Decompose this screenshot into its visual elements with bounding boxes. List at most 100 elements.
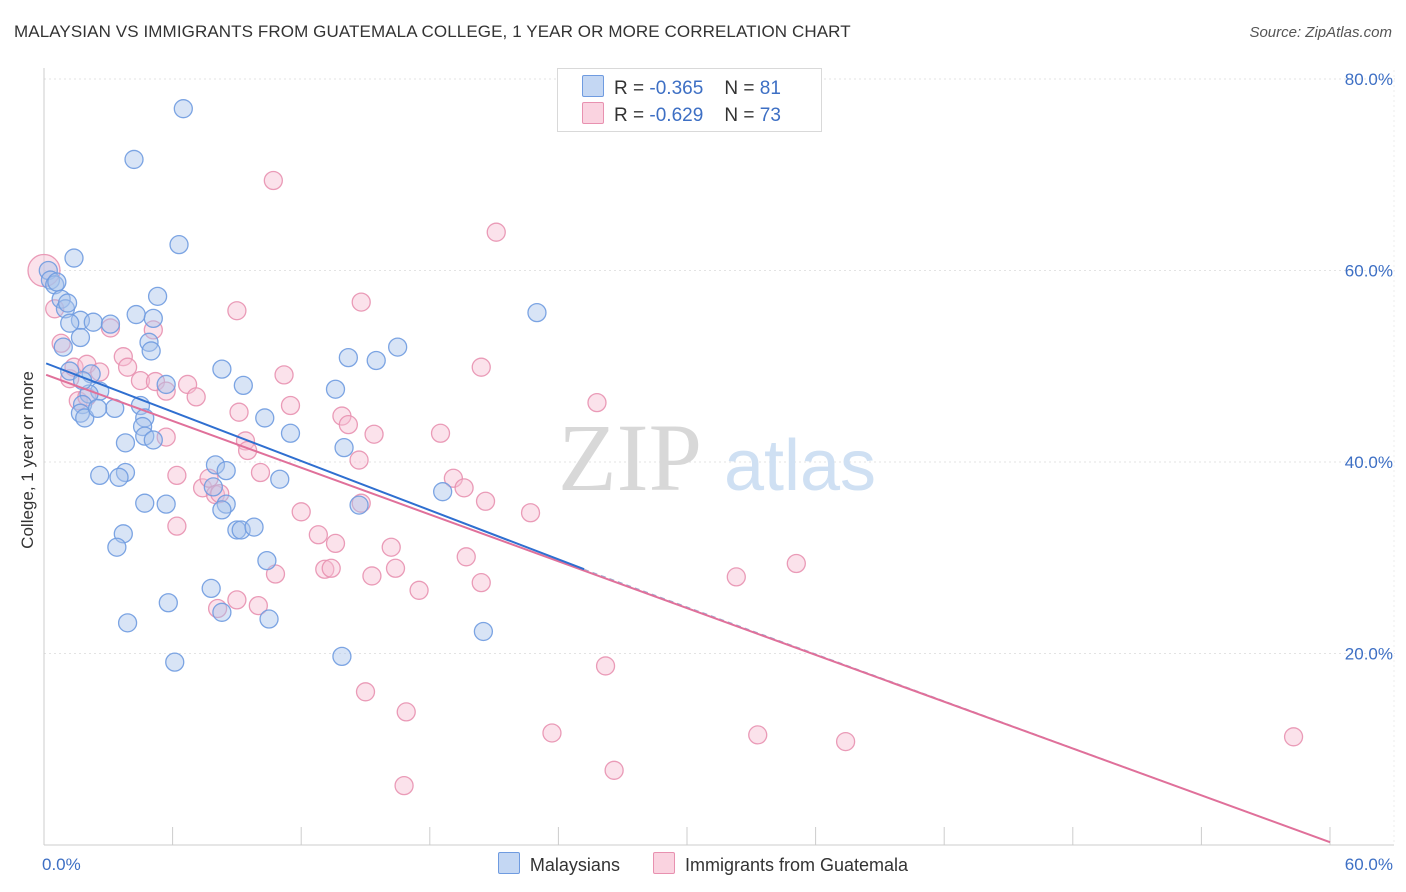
guatemala-point: [726, 567, 746, 587]
malaysian-point: [83, 312, 103, 332]
guatemala-point: [263, 170, 283, 191]
guatemala-point: [274, 365, 294, 385]
guatemala-point: [748, 725, 768, 745]
malaysian-point: [259, 609, 279, 629]
malaysian-point: [433, 482, 453, 502]
guatemala-point: [475, 491, 496, 511]
guatemala-point: [595, 656, 616, 676]
guatemala-point: [1283, 727, 1304, 747]
guatemala-point: [385, 558, 406, 578]
guatemala-point: [786, 553, 806, 574]
legend-swatch-malaysians: [582, 75, 604, 97]
malaysian-point: [203, 477, 223, 497]
guatemala-point: [186, 387, 206, 407]
guatemala-point: [604, 760, 624, 780]
legend-n-label: N =: [724, 105, 755, 126]
malaysian-point: [141, 341, 161, 361]
guatemala-point: [227, 301, 247, 321]
guatemala-point: [113, 347, 133, 367]
guatemala-point: [321, 558, 341, 578]
guatemala-point: [315, 559, 335, 579]
guatemala-point: [280, 395, 301, 416]
malaysian-point: [143, 308, 163, 329]
bottom-legend-swatch-malaysians: [497, 852, 520, 874]
watermark: ZIP atlas: [558, 404, 876, 511]
malaysian-point: [143, 430, 163, 450]
malaysian-point: [165, 652, 185, 672]
axes: [43, 68, 1394, 846]
malaysian-point: [205, 455, 226, 475]
guatemala-point: [835, 731, 856, 752]
legend: R = -0.365 N = 81 R = -0.629 N = 73: [557, 68, 822, 132]
malaysian-point: [212, 500, 232, 520]
malaysian-point: [53, 337, 73, 357]
malaysian-point: [60, 313, 80, 333]
watermark-atlas: atlas: [724, 426, 876, 506]
guatemala-point: [364, 424, 384, 444]
y-axis-label: College, 1 year or more: [18, 371, 37, 549]
guatemala-point: [130, 370, 151, 391]
malaysian-point: [387, 337, 408, 357]
malaysian-point: [169, 234, 189, 255]
guatemala-point: [542, 723, 562, 743]
malaysian-point: [338, 347, 359, 368]
chart-title: MALAYSIAN VS IMMIGRANTS FROM GUATEMALA C…: [14, 22, 851, 41]
guatemala-point: [396, 702, 416, 722]
malaysian-point: [60, 361, 80, 381]
malaysian-point: [527, 302, 547, 323]
trend-lines: [45, 362, 1331, 844]
guatemala-point: [381, 537, 401, 557]
guatemala-point: [454, 478, 474, 498]
tick-labels: 20.0% 40.0% 60.0% 80.0% 0.0% 60.0%: [42, 70, 1393, 874]
malaysian-point: [201, 578, 221, 599]
guatemala-point: [325, 533, 346, 554]
malaysian-point: [255, 408, 275, 428]
malaysian-point: [332, 646, 352, 667]
legend-row-guatemala: R = -0.629 N = 73: [582, 102, 781, 126]
legend-row-malaysians: R = -0.365 N = 81: [582, 75, 781, 99]
malaysian-point: [115, 433, 136, 453]
malaysian-point: [64, 248, 84, 268]
y-tick-label: 60.0%: [1345, 262, 1393, 281]
malaysian-point: [156, 374, 176, 395]
guatemala-point: [143, 320, 163, 340]
malaysian-point: [117, 613, 138, 633]
guatemala-point: [362, 566, 382, 586]
guatemala-point: [248, 595, 268, 616]
bottom-legend: Malaysians Immigrants from Guatemala: [0, 852, 1406, 876]
malaysian-point: [156, 494, 176, 514]
malaysian-point: [233, 375, 253, 396]
malaysian-point: [57, 293, 78, 313]
guatemala-point: [409, 580, 429, 600]
guatemala-point: [250, 462, 271, 483]
guatemala-point: [167, 465, 187, 486]
malaysian-point: [366, 350, 386, 371]
trend-line-guatemala: [45, 373, 1331, 844]
y-tick-label: 40.0%: [1345, 453, 1393, 472]
malaysian-point: [216, 460, 236, 481]
malaysian-point: [70, 327, 91, 348]
guatemala-point: [117, 357, 138, 377]
bottom-legend-malaysians: Malaysians: [497, 852, 620, 876]
guatemala-point: [430, 423, 451, 443]
guatemala-point: [308, 525, 328, 545]
y-tick-label: 80.0%: [1345, 70, 1393, 89]
data-points: [27, 99, 1304, 796]
legend-r-value: -0.629: [649, 105, 704, 126]
guatemala-point: [471, 357, 491, 377]
malaysian-point: [107, 537, 127, 557]
legend-r-label: R =: [614, 78, 645, 99]
malaysian-point: [334, 437, 354, 458]
malaysian-point: [100, 314, 121, 334]
x-tick-label: 0.0%: [42, 855, 81, 874]
guatemala-point: [520, 503, 541, 523]
guatemala-point: [291, 502, 311, 522]
bottom-legend-label: Malaysians: [529, 855, 620, 875]
legend-n-label: N =: [724, 78, 755, 99]
malaysian-point: [280, 423, 301, 443]
guatemala-point: [471, 572, 491, 593]
guatemala-point: [227, 590, 247, 610]
malaysian-point: [212, 602, 232, 622]
guatemala-point: [355, 682, 376, 702]
